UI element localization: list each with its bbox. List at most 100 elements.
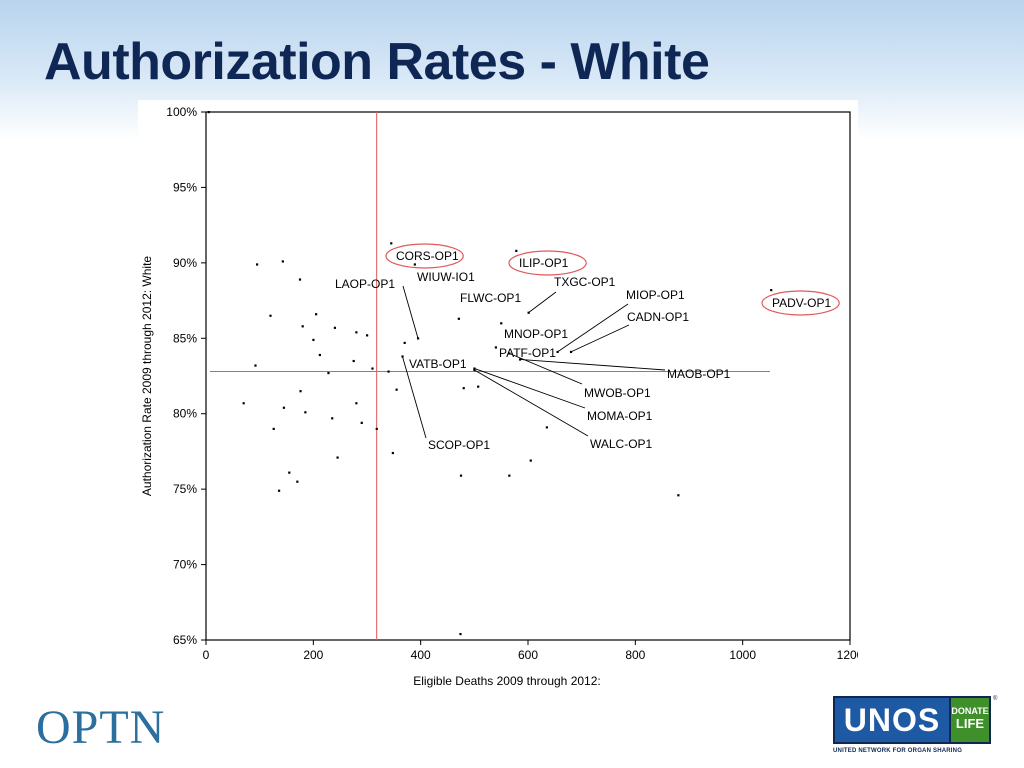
point-label-miop-op1: MIOP-OP1: [626, 288, 685, 302]
x-tick-label: 200: [303, 648, 323, 662]
data-point-wiuw-io1: [413, 263, 416, 266]
data-point: [391, 451, 394, 455]
data-point: [272, 427, 275, 430]
point-label-txgc-op1: TXGC-OP1: [554, 275, 616, 289]
highlight-circle-padv-op1: [761, 290, 840, 316]
unos-tagline: UNITED NETWORK FOR ORGAN SHARING: [833, 748, 963, 754]
data-point-ilip-op1: [515, 249, 518, 252]
data-point: [336, 456, 339, 459]
data-point: [371, 367, 374, 370]
point-label-moma-op1: MOMA-OP1: [587, 409, 653, 423]
point-label-ilip-op1: ILIP-OP1: [519, 256, 569, 270]
data-point: [331, 417, 334, 420]
y-tick-label: 100%: [166, 105, 197, 119]
data-point: [318, 353, 321, 357]
point-label-laop-op1: LAOP-OP1: [335, 277, 395, 291]
y-axis-label: Authorization Rate 2009 through 2012: Wh…: [140, 256, 154, 496]
y-tick-label: 65%: [173, 633, 197, 647]
plot-frame: [205, 111, 851, 641]
y-tick-label: 85%: [173, 331, 197, 345]
y-tick-label: 75%: [173, 482, 197, 496]
data-point: [281, 260, 284, 263]
point-label-cadn-op1: CADN-OP1: [627, 310, 689, 324]
registered-mark: ®: [993, 696, 998, 702]
data-point: [355, 331, 358, 334]
data-point: [352, 359, 355, 363]
data-point-laop-op1: [416, 337, 420, 340]
x-tick-label: 600: [518, 648, 538, 662]
point-label-vatb-op1: VATB-OP1: [409, 357, 467, 371]
data-point: [255, 263, 259, 266]
x-axis-label: Eligible Deaths 2009 through 2012:: [413, 674, 600, 688]
data-point: [333, 326, 336, 329]
leader-line-walc-op1: [474, 369, 589, 437]
data-point: [298, 278, 302, 281]
data-point: [301, 325, 304, 328]
point-label-wiuw-io1: WIUW-IO1: [417, 270, 475, 284]
data-point: [269, 314, 272, 317]
point-label-maob-op1: MAOB-OP1: [667, 367, 731, 381]
data-point: [312, 338, 315, 341]
y-tick-label: 90%: [173, 256, 197, 270]
y-tick-label: 80%: [173, 407, 197, 421]
data-point: [299, 390, 302, 393]
y-tick-label: 70%: [173, 558, 197, 572]
data-point: [459, 474, 463, 477]
highlight-circle-cors-op1: [385, 243, 464, 269]
data-point: [545, 426, 548, 429]
data-point-vatb-op1: [403, 341, 406, 345]
data-point: [366, 334, 369, 337]
data-point: [387, 370, 390, 373]
highlight-circle-ilip-op1: [508, 250, 587, 276]
data-point: [529, 459, 532, 462]
data-point: [477, 385, 480, 388]
life-text: LIFE: [955, 716, 985, 731]
leader-line-txgc-op1: [528, 291, 557, 313]
point-label-flwc-op1: FLWC-OP1: [460, 291, 521, 305]
data-point: [375, 427, 378, 430]
data-point: [277, 489, 281, 492]
data-point-padv-op1: [770, 289, 773, 292]
point-label-walc-op1: WALC-OP1: [590, 437, 653, 451]
data-point: [355, 402, 358, 405]
leader-line-miop-op1: [557, 303, 629, 353]
data-point: [677, 494, 680, 497]
leader-line-moma-op1: [474, 368, 586, 409]
leader-line-laop-op1: [402, 285, 419, 339]
data-point: [207, 111, 210, 114]
leader-line-mwob-op1: [509, 352, 583, 385]
data-point: [254, 364, 257, 367]
data-point: [288, 471, 291, 474]
leader-line-maob-op1: [519, 358, 666, 371]
donate-text: DONATE: [951, 706, 989, 716]
data-point: [395, 388, 398, 391]
chart-panel: 65% 70% 75% 80% 85% 90% 95% 100% 0 200 400 600 800 10…: [138, 100, 858, 700]
unos-logo-text: UNOS: [833, 696, 951, 744]
data-point: [242, 402, 245, 405]
x-tick-label: 1200: [837, 648, 858, 662]
data-point: [282, 406, 286, 409]
slide-title: Authorization Rates - White: [44, 33, 710, 91]
y-tick-label: 95%: [173, 180, 197, 194]
data-point: [508, 474, 511, 477]
leader-line-scop-op1: [401, 356, 427, 439]
donate-life-badge: DONATE LIFE: [951, 696, 991, 744]
point-label-mnop-op1: MNOP-OP1: [504, 327, 568, 341]
unos-donate-life-logo: UNOS DONATE LIFE ® UNITED NETWORK FOR OR…: [833, 696, 997, 758]
point-label-patf-op1: PATF-OP1: [499, 346, 556, 360]
x-tick-label: 1000: [729, 648, 756, 662]
data-point-patf-op1: [494, 346, 497, 349]
x-tick-label: 400: [411, 648, 431, 662]
x-tick-label: 0: [203, 648, 210, 662]
data-point-mnop-op1: [500, 322, 503, 325]
data-point: [327, 371, 330, 375]
data-point-cors-op1: [390, 242, 393, 245]
leader-line-cadn-op1: [570, 324, 630, 353]
point-label-padv-op1: PADV-OP1: [772, 296, 831, 310]
point-label-mwob-op1: MWOB-OP1: [584, 386, 651, 400]
point-label-cors-op1: CORS-OP1: [396, 249, 459, 263]
x-tick-label: 800: [625, 648, 645, 662]
data-point: [360, 421, 363, 424]
data-point: [296, 480, 299, 483]
optn-logo: OPTN: [36, 701, 166, 754]
